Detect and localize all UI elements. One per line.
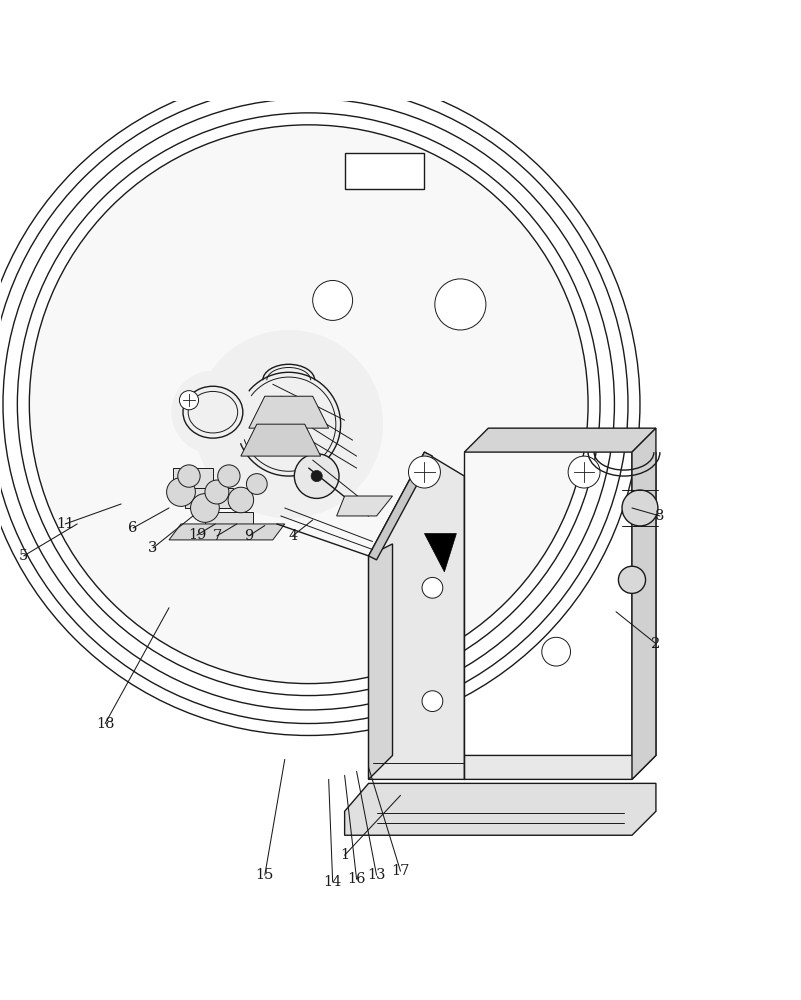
Text: 7: 7 [212, 529, 222, 543]
Circle shape [541, 637, 570, 666]
Text: 19: 19 [187, 528, 206, 542]
Text: 15: 15 [256, 868, 274, 882]
Polygon shape [465, 428, 656, 452]
Circle shape [178, 465, 200, 487]
Polygon shape [249, 396, 328, 428]
Circle shape [618, 566, 646, 593]
Polygon shape [169, 524, 285, 540]
Circle shape [171, 371, 255, 454]
Circle shape [205, 480, 229, 504]
Polygon shape [425, 534, 457, 572]
Text: 4: 4 [288, 529, 297, 543]
Circle shape [218, 465, 240, 487]
Circle shape [247, 474, 268, 494]
Circle shape [191, 494, 219, 522]
Circle shape [294, 454, 339, 498]
Text: 9: 9 [244, 529, 253, 543]
Polygon shape [368, 544, 392, 779]
Text: 13: 13 [368, 868, 386, 882]
Text: 2: 2 [651, 637, 661, 651]
Circle shape [347, 427, 366, 446]
Text: 1: 1 [340, 848, 349, 862]
Circle shape [167, 478, 195, 506]
Circle shape [311, 470, 322, 482]
Polygon shape [205, 512, 253, 532]
Text: 16: 16 [348, 872, 366, 886]
Circle shape [422, 691, 443, 712]
Circle shape [568, 456, 600, 488]
Text: 14: 14 [324, 875, 342, 889]
Polygon shape [632, 428, 656, 779]
Circle shape [195, 330, 383, 518]
Polygon shape [344, 783, 656, 835]
Text: 5: 5 [19, 549, 28, 563]
Circle shape [312, 280, 352, 320]
Circle shape [409, 456, 441, 488]
Text: 11: 11 [56, 517, 74, 531]
Circle shape [179, 391, 199, 410]
Text: 8: 8 [655, 509, 665, 523]
Polygon shape [173, 468, 213, 488]
Polygon shape [344, 153, 425, 189]
Polygon shape [241, 424, 320, 456]
Circle shape [30, 125, 588, 684]
Text: 3: 3 [148, 541, 158, 555]
Polygon shape [368, 452, 465, 779]
Circle shape [435, 279, 486, 330]
Polygon shape [185, 488, 233, 508]
Text: 17: 17 [392, 864, 409, 878]
Circle shape [228, 487, 254, 513]
Polygon shape [465, 452, 656, 779]
Text: 18: 18 [96, 717, 115, 731]
Circle shape [622, 490, 658, 526]
Text: 6: 6 [128, 521, 138, 535]
Circle shape [422, 577, 443, 598]
Polygon shape [368, 452, 433, 560]
Polygon shape [336, 496, 392, 516]
